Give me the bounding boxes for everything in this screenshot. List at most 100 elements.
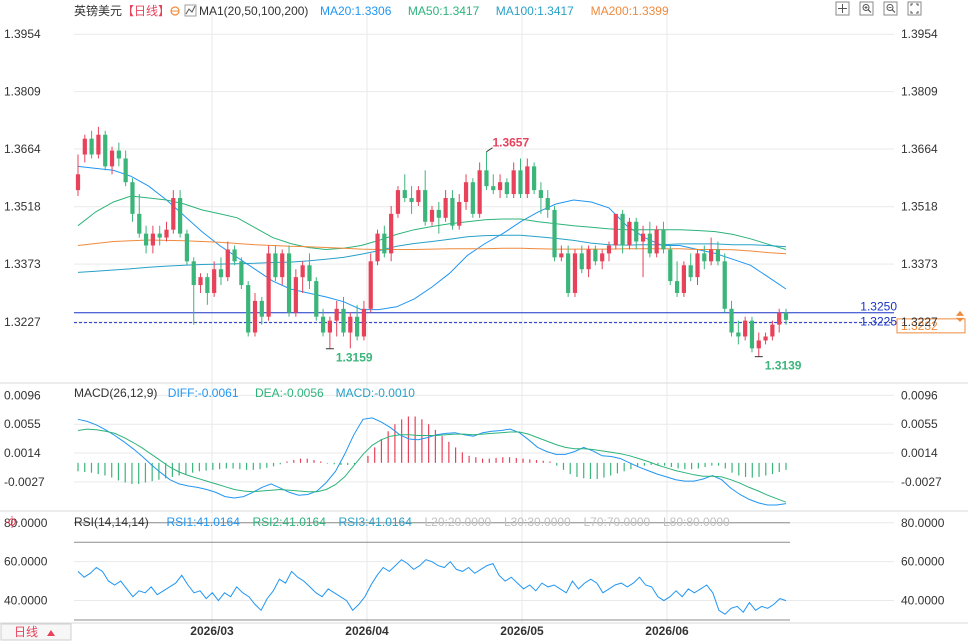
candle-body [164,229,169,238]
sun-icon[interactable] [6,516,18,528]
candle-body [743,320,748,337]
candle-body [777,312,782,325]
macd-axis-label-right: -0.0027 [901,475,942,489]
candle-body [314,281,319,317]
candle-body [361,308,367,337]
ma-legend-value: MA100:1.3417 [496,4,574,18]
candle-body [613,213,618,246]
crosshair-icon[interactable] [835,1,850,16]
zoom-out-icon-frame [883,1,898,16]
candle-body [586,249,591,270]
candle-body [450,198,455,226]
candle-body [198,277,203,286]
rsi-legend-item: L30:30.0000 [504,515,571,529]
price-axis-label-right: 1.3664 [901,142,938,156]
price-axis-label-left: 1.3518 [4,200,41,214]
indicator-icon[interactable] [184,4,197,17]
macd-axis-label-left: 0.0014 [4,446,41,460]
candle-body [368,261,373,309]
rsi-axis-label-left: 60.0000 [4,555,48,569]
candle-body [443,198,448,218]
macd-legend-item: DIFF:-0.0061 [168,386,239,400]
price-panel [74,126,894,357]
candle-body [334,308,339,321]
candle-body [246,285,251,333]
macd-lines [77,417,787,506]
ma20-line [77,165,787,311]
candle-body [620,213,625,246]
candle-body [137,213,142,234]
candle-body [457,201,462,226]
ma-legend-value: MA50:1.3417 [408,4,480,18]
candle-body [593,249,598,262]
macd-panel [77,416,787,506]
candle-body [171,198,176,230]
candle-body [178,198,183,234]
candle-body [470,182,475,214]
rsi-level-lines [74,522,790,621]
candle-body [232,249,237,262]
chart-toolbar [835,1,922,16]
candle-body [184,233,190,262]
time-axis-label: 2026/06 [645,624,689,638]
candle-body [103,134,108,167]
candle-body [579,253,584,270]
settings-icon[interactable] [170,6,180,16]
fullscreen-corner [910,3,913,6]
candle-body [518,170,523,195]
candle-body [395,190,401,214]
x-axis-labels: 2026/03 2026/04 2026/05 2026/06 [190,624,689,638]
zoom-in-icon[interactable] [859,1,874,16]
macd-legend-item: MACD:-0.0010 [336,386,416,400]
candle-body [709,249,714,262]
ma-legend-values: MA20:1.3306 MA50:1.3417 MA100:1.3417 MA200:… [320,4,669,18]
candle-body [348,316,353,333]
candle-body [429,209,435,222]
last-price-label: 1.3232 [901,319,938,333]
candle-body [688,265,693,278]
candle-body [695,253,700,278]
ma-legend-value: MA200:1.3399 [591,4,669,18]
candle-body [123,158,128,183]
magnifier-handle [867,9,872,13]
rsi-legend-item: L20:20.0000 [425,515,492,529]
candle-body [661,229,666,250]
candle-body [96,134,101,155]
fullscreen-corner [916,3,919,6]
zoom-out-icon[interactable] [883,1,898,16]
candle-body [504,182,509,195]
dea-line [77,428,787,503]
rsi-legend: RSI(14,14,14) RSI1:41.0164 RSI2:41.0164 RSI… [74,515,730,529]
rsi-legend-item: RSI1:41.0164 [167,515,241,529]
macd-legend-item: MACD(26,12,9) [74,386,157,400]
candle-body [668,249,673,282]
candle-body [320,316,326,333]
macd-legend-item: DEA:-0.0056 [255,386,324,400]
macd-axis-label-right: 0.0096 [901,388,938,402]
price-axis-label-left: 1.3809 [4,85,41,99]
y-axis-labels: 1.3954 1.3954 1.3809 1.3809 1.3664 1.3664 1.35… [4,27,945,607]
period-tag[interactable]: 【日线】 [122,4,170,18]
gridlines [74,8,894,623]
high-marker-line [486,147,493,153]
ma-indicator-label[interactable]: MA1(20,50,100,200) [199,4,308,18]
candle-body [416,190,421,202]
candle-body [436,209,441,218]
low-price-label: 1.3159 [336,351,373,365]
candle-body [538,190,544,199]
period-select-button[interactable]: 日线 [0,623,72,641]
period-select-label: 日线 [14,625,38,639]
fullscreen-icon[interactable] [907,1,922,16]
macd-axis-label-left: 0.0096 [4,388,41,402]
candle-body [423,190,428,222]
candle-body [715,249,721,262]
candle-body [491,186,496,191]
candle-body [552,209,557,258]
candle-body [218,269,224,278]
candle-body [143,233,149,246]
rsi-legend-item: RSI(14,14,14) [74,515,149,529]
candle-body [647,233,652,254]
diff-line [77,417,787,506]
candle-body [763,336,768,341]
